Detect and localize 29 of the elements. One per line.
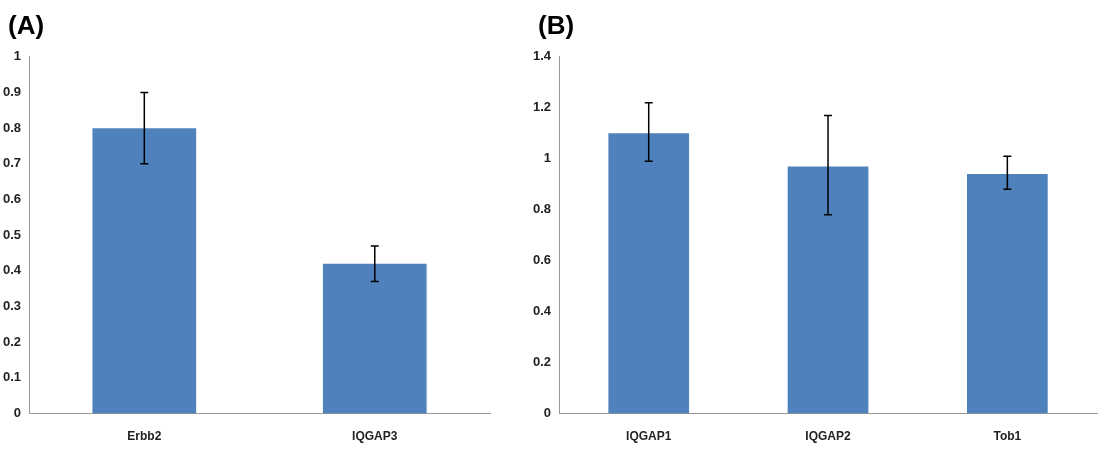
y-tick-label: 0 <box>13 405 22 421</box>
y-tick-label: 0.3 <box>2 298 22 314</box>
y-tick-label: 0.6 <box>2 191 22 207</box>
y-tick-label: 0.4 <box>532 303 552 319</box>
y-tick-label: 0.5 <box>2 226 22 242</box>
y-tick-label: 1 <box>543 150 552 166</box>
x-tick-label: Tob1 <box>993 429 1022 444</box>
y-tick-label: 0.1 <box>2 369 22 385</box>
y-tick-label: 0.6 <box>532 252 552 268</box>
y-tick-label: 0.8 <box>2 119 22 135</box>
x-tick-label: IQGAP2 <box>805 429 852 444</box>
x-tick-label: IQGAP1 <box>626 429 672 444</box>
bar <box>608 133 690 414</box>
y-tick-label: 0.8 <box>532 201 552 217</box>
y-tick-label: 0.7 <box>2 155 22 171</box>
x-tick-label: IQGAP3 <box>352 429 398 444</box>
chart-title: (B) <box>538 10 576 42</box>
chart-title: (A) <box>8 10 46 42</box>
x-tick-label: Erbb2 <box>127 429 162 444</box>
y-tick-label: 1.4 <box>532 48 552 64</box>
y-tick-label: 1 <box>13 48 22 64</box>
bar <box>787 166 869 414</box>
y-tick-label: 0.4 <box>2 262 22 278</box>
y-tick-label: 1.2 <box>532 99 552 115</box>
y-tick-label: 0.9 <box>2 84 22 100</box>
y-tick-label: 0.2 <box>532 354 552 370</box>
bar <box>967 174 1048 414</box>
y-tick-label: 0.2 <box>2 333 22 349</box>
y-tick-label: 0 <box>543 405 552 421</box>
